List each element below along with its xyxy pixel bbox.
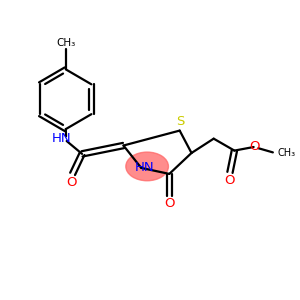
- Text: S: S: [176, 115, 184, 128]
- Text: O: O: [164, 197, 175, 210]
- Text: O: O: [224, 174, 235, 187]
- Text: HN: HN: [52, 132, 71, 145]
- Text: HN: HN: [134, 161, 154, 174]
- Text: CH₃: CH₃: [56, 38, 75, 47]
- Text: CH₃: CH₃: [277, 148, 295, 158]
- Text: O: O: [249, 140, 260, 153]
- Text: O: O: [66, 176, 76, 189]
- Ellipse shape: [126, 152, 168, 181]
